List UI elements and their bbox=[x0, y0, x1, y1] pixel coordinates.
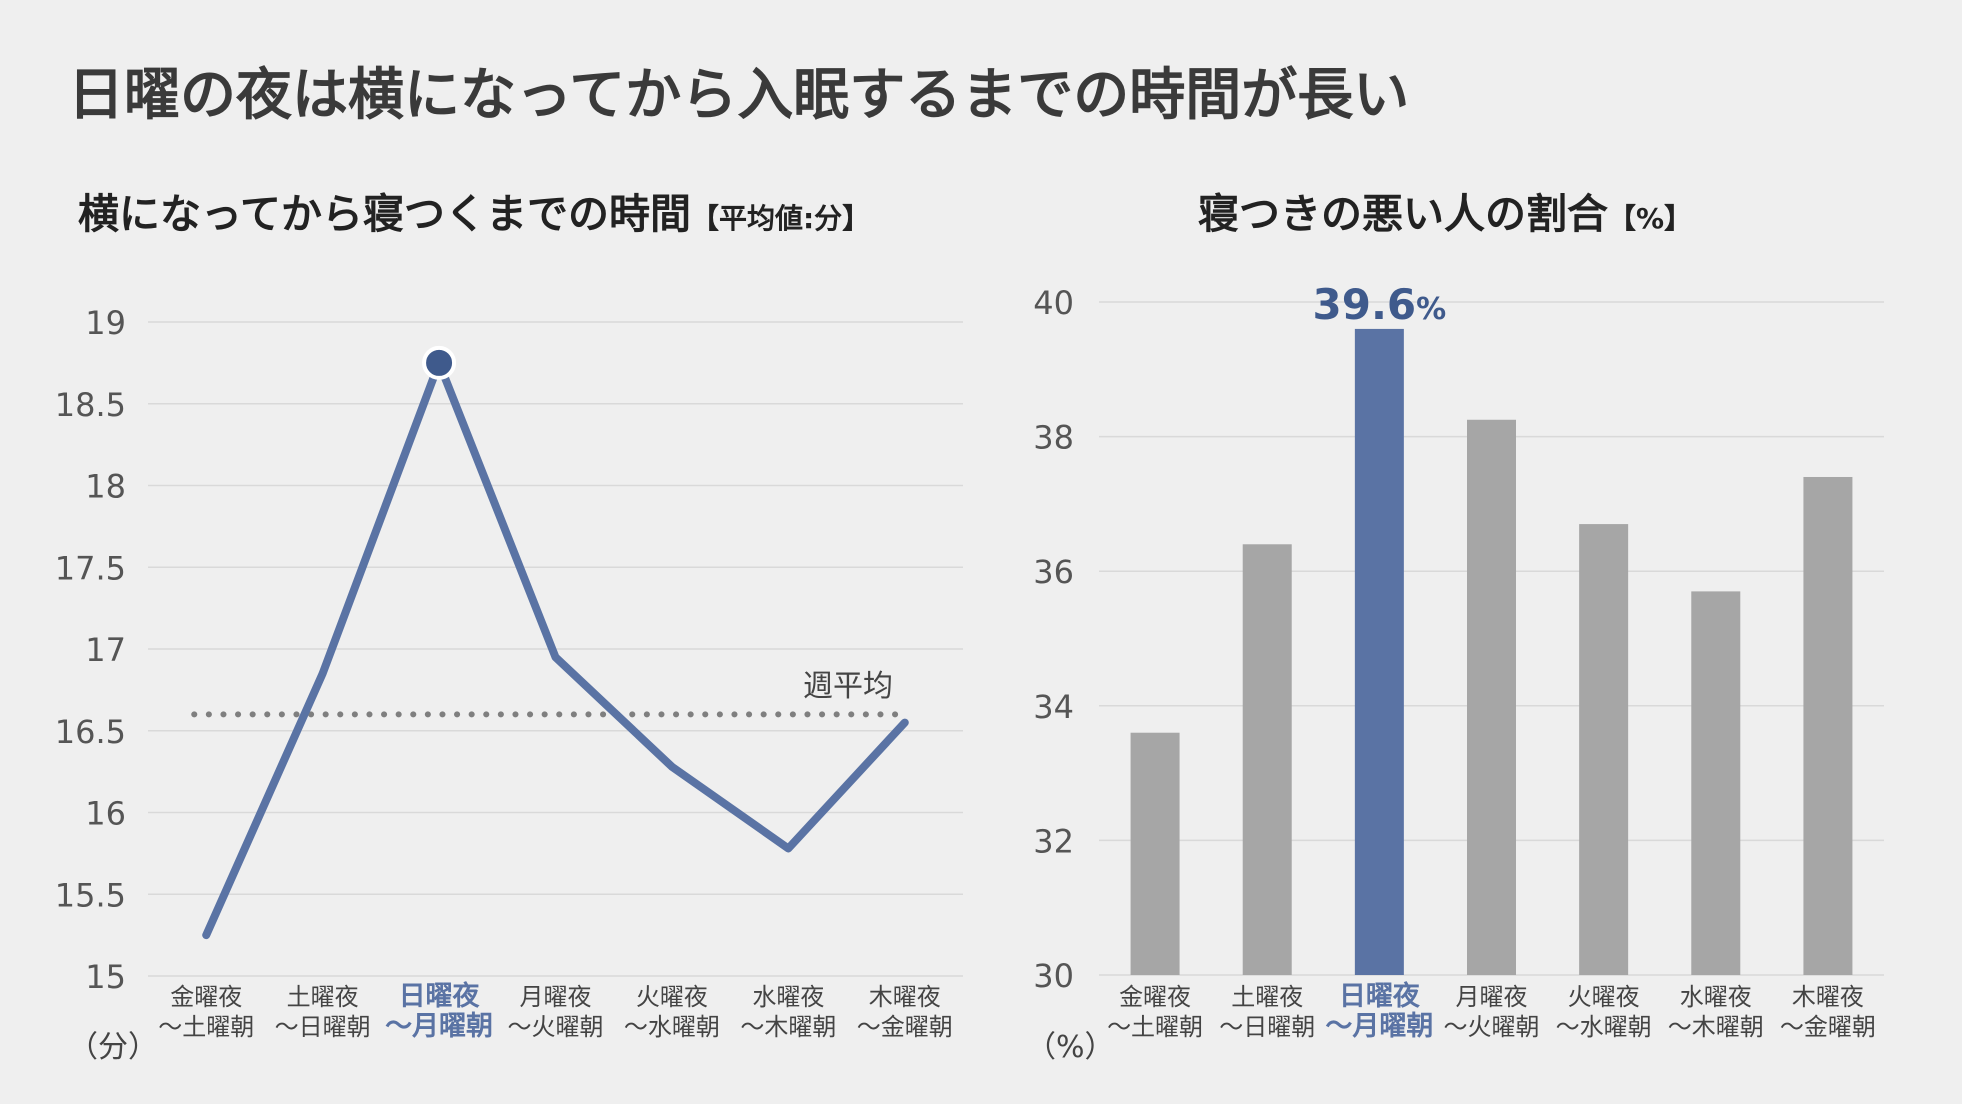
x-tick-label: ～土曜朝 bbox=[158, 1013, 254, 1041]
y-tick-label: 15 bbox=[85, 958, 126, 996]
line-chart-title: 横になってから寝つくまでの時間【平均値:分】 bbox=[78, 180, 870, 240]
line-chart-unit: 【平均値:分】 bbox=[690, 202, 871, 235]
x-tick-label: 月曜夜 bbox=[520, 983, 592, 1011]
highlight-value-label: 39.6% bbox=[1313, 280, 1447, 329]
bar bbox=[1691, 591, 1741, 975]
y-tick-label: 38 bbox=[1033, 419, 1074, 457]
x-tick-label: 水曜夜 bbox=[1680, 983, 1752, 1011]
bar bbox=[1467, 419, 1516, 975]
y-tick-label: 32 bbox=[1033, 822, 1074, 860]
x-tick-label: ～金曜朝 bbox=[1780, 1013, 1876, 1041]
x-tick-label: ～木曜朝 bbox=[740, 1013, 836, 1041]
x-tick-label: 日曜夜 bbox=[399, 980, 481, 1012]
highlight-point bbox=[422, 345, 457, 380]
x-tick-label: ～水曜朝 bbox=[1556, 1013, 1652, 1041]
y-tick-label: 18.5 bbox=[55, 386, 126, 424]
x-tick-label: ～金曜朝 bbox=[857, 1013, 953, 1041]
x-tick-label: 月曜夜 bbox=[1456, 983, 1528, 1011]
x-tick-label: ～日曜朝 bbox=[1219, 1013, 1315, 1041]
x-tick-label: 土曜夜 bbox=[1231, 983, 1303, 1011]
x-tick-label: ～日曜朝 bbox=[275, 1013, 371, 1041]
x-tick-label: 土曜夜 bbox=[287, 983, 359, 1011]
x-tick-label: ～水曜朝 bbox=[624, 1013, 720, 1041]
y-tick-label: 34 bbox=[1033, 688, 1074, 726]
weekly-average-label: 週平均 bbox=[803, 669, 893, 704]
bar-chart-title: 寝つきの悪い人の割合【%】 bbox=[1198, 180, 1692, 240]
series-line bbox=[202, 358, 909, 940]
bar-chart-y-unit: （%） bbox=[1026, 1030, 1115, 1065]
bar bbox=[1130, 732, 1180, 975]
x-tick-label: 日曜夜 bbox=[1339, 980, 1421, 1012]
line-chart: 1515.51616.51717.51818.519週平均金曜夜～土曜朝土曜夜～… bbox=[55, 304, 963, 1042]
bar bbox=[1242, 544, 1292, 975]
y-tick-label: 17 bbox=[85, 631, 126, 669]
x-tick-label: 水曜夜 bbox=[752, 983, 824, 1011]
bar bbox=[1803, 476, 1853, 975]
x-tick-label: 火曜夜 bbox=[636, 983, 708, 1011]
y-tick-label: 18 bbox=[85, 468, 126, 506]
y-tick-label: 15.5 bbox=[55, 876, 126, 914]
x-tick-label: ～火曜朝 bbox=[1444, 1013, 1540, 1041]
bar-chart-title-text: 寝つきの悪い人の割合 bbox=[1198, 190, 1608, 238]
y-tick-label: 19 bbox=[85, 304, 126, 342]
y-tick-label: 17.5 bbox=[55, 549, 126, 587]
y-tick-label: 16 bbox=[85, 795, 126, 833]
y-tick-label: 30 bbox=[1033, 957, 1074, 995]
page-title: 日曜の夜は横になってから入眠するまでの時間が長い bbox=[68, 63, 1410, 128]
x-tick-label: 金曜夜 bbox=[170, 983, 242, 1011]
highlight-value-unit: % bbox=[1416, 292, 1446, 327]
x-tick-label: ～月曜朝 bbox=[385, 1011, 493, 1042]
x-tick-label: 火曜夜 bbox=[1568, 983, 1640, 1011]
y-tick-label: 40 bbox=[1033, 284, 1074, 322]
bar-chart-unit: 【%】 bbox=[1608, 202, 1693, 235]
x-tick-label: 金曜夜 bbox=[1119, 983, 1191, 1011]
line-chart-y-unit: （分） bbox=[68, 1030, 158, 1065]
line-chart-title-text: 横になってから寝つくまでの時間 bbox=[78, 190, 691, 238]
x-tick-label: ～火曜朝 bbox=[508, 1013, 604, 1041]
bar bbox=[1579, 524, 1629, 975]
y-tick-label: 36 bbox=[1033, 553, 1074, 591]
bar bbox=[1354, 328, 1404, 975]
x-tick-label: 木曜夜 bbox=[869, 983, 941, 1011]
x-tick-label: ～土曜朝 bbox=[1107, 1013, 1203, 1041]
x-tick-label: ～木曜朝 bbox=[1668, 1013, 1764, 1041]
y-tick-label: 16.5 bbox=[55, 713, 126, 751]
x-tick-label: ～月曜朝 bbox=[1325, 1011, 1433, 1042]
x-tick-label: 木曜夜 bbox=[1792, 983, 1864, 1011]
